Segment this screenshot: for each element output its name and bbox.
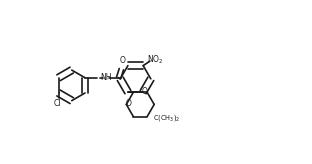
Text: O: O — [119, 56, 125, 65]
Text: C(CH$_3$)$_2$: C(CH$_3$)$_2$ — [153, 113, 180, 123]
Text: Cl: Cl — [54, 99, 61, 108]
Text: O: O — [142, 87, 148, 96]
Text: NH: NH — [100, 73, 112, 82]
Text: O: O — [125, 100, 131, 109]
Text: NO$_2$: NO$_2$ — [147, 53, 164, 66]
